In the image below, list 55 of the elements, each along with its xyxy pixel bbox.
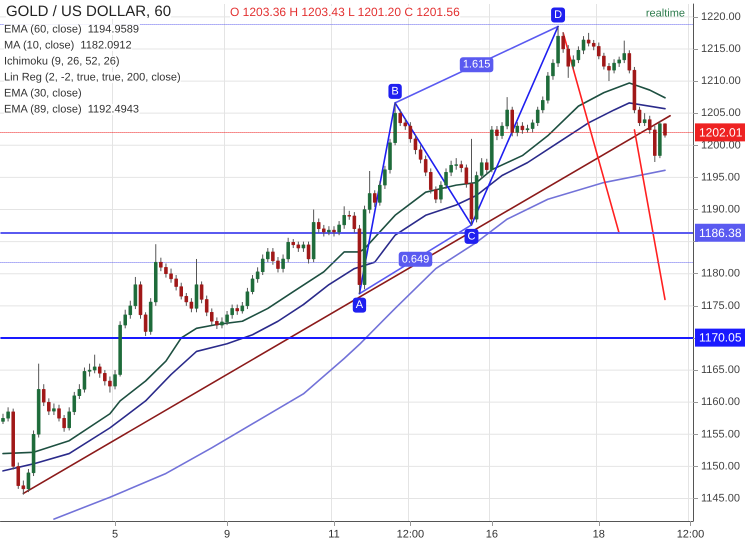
line-series [358, 26, 559, 294]
annotation: MA (10, close) 1182.0912 [4, 40, 132, 52]
annotation: EMA (60, close) 1194.9589 [4, 24, 139, 36]
candlestick [302, 241, 306, 252]
y-tick-label: 1175.00 [701, 300, 740, 312]
y-tick-label: 1215.00 [701, 42, 741, 55]
candlestick [194, 258, 198, 313]
candlestick [235, 304, 240, 316]
candlestick [306, 241, 310, 264]
y-tick-label: 1145.00 [701, 492, 740, 505]
series-label: 1.615 [462, 58, 490, 71]
candlestick [495, 126, 499, 141]
x-tick-label: 12:00 [396, 528, 424, 540]
x-tick-label: 11 [328, 528, 340, 540]
ref-line-label: 1202.01 [699, 125, 743, 140]
candlestick [484, 158, 489, 174]
annotation: realtime [646, 8, 685, 20]
y-tick-label: 1195.00 [701, 171, 740, 184]
data-label: D [554, 8, 562, 21]
chart-title: GOLD / US DOLLAR, 60 [6, 3, 172, 20]
y-tick-label: 1150.00 [701, 460, 740, 472]
y-tick-label: 1200.00 [701, 139, 741, 152]
y-tick-label: 1180.00 [701, 268, 740, 280]
candlestick [510, 106, 514, 137]
x-tick-label: 18 [592, 528, 605, 540]
candlestick [642, 112, 646, 127]
y-tick-label: 1190.00 [701, 204, 740, 216]
candlestick [372, 190, 377, 208]
annotation: EMA (89, close) 1192.4943 [4, 104, 139, 116]
annotation: EMA (30, close) [4, 88, 82, 100]
annotation: O 1203.36 H 1203.43 L 1201.20 C 1201.56 [230, 5, 460, 19]
data-label: A [356, 299, 364, 312]
line-series [53, 170, 666, 520]
series-label: 0.649 [402, 253, 430, 266]
candlestick [663, 122, 667, 138]
y-tick-label: 1155.00 [701, 428, 740, 440]
y-tick-label: 1220.00 [701, 10, 741, 23]
annotation: Ichimoku (9, 26, 52, 26) [4, 56, 120, 68]
annotation: Lin Reg (2, -2, true, true, 200, close) [4, 72, 181, 84]
x-tick-label: 5 [112, 528, 118, 540]
candlestick [332, 226, 336, 237]
candlestick [516, 122, 520, 137]
ref-line-label: 1186.38 [699, 226, 742, 240]
x-tick-label: 12:00 [676, 528, 704, 540]
data-label: B [391, 85, 399, 98]
ref-line-label: 1170.05 [699, 330, 742, 345]
candlestick [520, 122, 524, 134]
y-tick-label: 1160.00 [701, 396, 740, 408]
y-tick-label: 1205.00 [701, 107, 741, 120]
x-tick-label: 16 [486, 528, 498, 540]
y-tick-label: 1210.00 [701, 75, 741, 88]
x-tick-label: 9 [224, 528, 230, 540]
y-tick-label: 1165.00 [701, 364, 740, 376]
candlestick [52, 402, 56, 416]
data-label: C [468, 230, 476, 242]
